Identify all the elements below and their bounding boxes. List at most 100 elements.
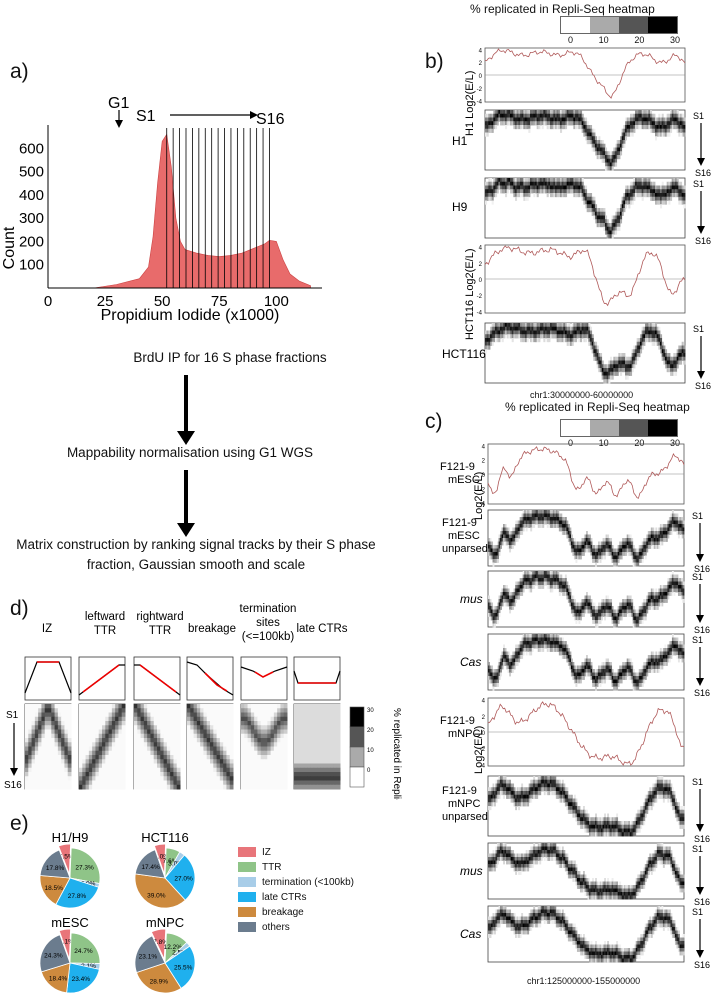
panel-e-label: e)	[10, 812, 29, 836]
track-label: F121-9	[440, 715, 475, 727]
step-2: Mappability normalisation using G1 WGS	[55, 445, 325, 460]
pie-value-label: 39.0%	[147, 893, 166, 900]
track-label: mus	[460, 864, 483, 878]
s16-label: S16	[695, 236, 711, 246]
legend-item: TTR	[238, 860, 354, 875]
legend-item: breakage	[238, 905, 354, 920]
s16-label: S16	[694, 834, 710, 844]
y-tick-label: 600	[19, 140, 44, 157]
s1-label: S1	[693, 111, 704, 121]
track-label: H1	[452, 134, 468, 148]
pie-value-label: 27.0%	[174, 876, 193, 883]
s16-label: S16	[694, 960, 710, 970]
pie-legend: IZ TTR termination (<100kb) late CTRs br…	[238, 845, 354, 935]
pie-value-label: 23.1%	[139, 954, 158, 961]
h1-log-signal	[485, 49, 685, 98]
y-tick-label: 200	[19, 233, 44, 250]
pie-value-label: 18.5%	[44, 885, 63, 892]
panel-b-heat-title: % replicated in Repli-Seq heatmap	[470, 2, 655, 16]
pie-value-label: 24.3%	[44, 953, 63, 960]
motif-heatmap	[25, 704, 72, 790]
track-label: HCT116	[442, 347, 486, 361]
y-tick-label: 400	[19, 187, 44, 204]
legend-item: late CTRs	[238, 890, 354, 905]
log-tick: 0	[479, 278, 483, 284]
scale-tick: 20	[367, 728, 374, 734]
motif-heatmap	[241, 704, 288, 790]
pie-value-label: 27.3%	[75, 864, 94, 871]
scale-tick: 30	[367, 708, 374, 714]
category-label: termination	[240, 603, 297, 615]
log-tick: 4	[479, 246, 483, 252]
s1-label: S1	[692, 844, 703, 854]
panel-e-pies: H1/H96.5%27.3%2.0%27.8%18.5%17.8%HCT1166…	[30, 818, 240, 993]
histogram-area	[94, 134, 311, 288]
s1-label: S1	[692, 572, 703, 582]
schematic-box	[294, 657, 340, 700]
schematic-box	[241, 657, 287, 700]
track-label: mESC	[448, 530, 480, 542]
pie-value-label: 18.4%	[49, 975, 68, 982]
s16-label: S16	[694, 897, 710, 907]
step-3: Matrix construction by ranking signal tr…	[10, 535, 382, 575]
log-tick: -4	[477, 100, 483, 106]
log-tick: -2	[477, 87, 483, 93]
log-tick: 4	[482, 444, 486, 450]
track-label: HCT116 Log2(E/L)	[464, 248, 476, 340]
category-label: sites	[256, 617, 280, 629]
pie-value-label: 24.7%	[74, 948, 93, 955]
s1-label: S1	[136, 108, 156, 125]
panel-b-tracks: 420-2-4H1 Log2(E/L)H1S1S16H9S1S16420-2-4…	[440, 40, 728, 410]
pie-title: HCT116	[141, 830, 188, 845]
pie-value-label: 17.8%	[46, 865, 65, 872]
motif-heatmap	[134, 704, 181, 790]
category-label: rightward	[136, 611, 183, 623]
track-label: mNPC	[448, 798, 480, 810]
pie-value-label: 28.9%	[150, 979, 169, 986]
s16-label: S16	[694, 625, 710, 635]
scale-tick: 10	[367, 748, 374, 754]
panel-c-label: c)	[425, 410, 443, 434]
track-label: F121-9	[442, 785, 477, 797]
track-label: F121-9	[440, 461, 475, 473]
mesc-log-signal	[488, 447, 684, 498]
category-label: TTR	[149, 625, 171, 637]
pie-title: mESC	[51, 915, 89, 930]
flow-arrow-1	[184, 375, 188, 433]
log-tick: 2	[482, 459, 486, 465]
hct116-log-signal	[485, 246, 685, 305]
mnpc-log-signal	[488, 702, 684, 765]
y-tick-label: 100	[19, 257, 44, 274]
legend-item: others	[238, 920, 354, 935]
s1-label: S1	[692, 777, 703, 787]
log-tick: -4	[477, 310, 483, 316]
scale-tick: 0	[367, 768, 371, 774]
category-label: (<=100kb)	[242, 631, 295, 643]
track-label: F121-9	[442, 517, 477, 529]
pie-title: mNPC	[146, 915, 184, 930]
s1-label: S1	[693, 179, 704, 189]
motif-scale-bar	[350, 707, 364, 787]
pie-title: H1/H9	[52, 830, 89, 845]
s16-label: S16	[4, 780, 22, 791]
track-label: Log2(E/L)	[473, 726, 485, 774]
motif-heatmap	[79, 704, 126, 790]
s16-label: S16	[695, 168, 711, 178]
legend-item: IZ	[238, 845, 354, 860]
panel-c-tracks: 420-2-4F121-9mESCLog2(E/L)F121-9mESCunpa…	[440, 440, 728, 970]
category-label: breakage	[188, 623, 236, 635]
panel-c-heat-title: % replicated in Repli-Seq heatmap	[505, 400, 690, 414]
track-label: mus	[460, 592, 483, 606]
panel-c-colorbar	[560, 419, 678, 437]
category-label: TTR	[94, 625, 116, 637]
y-axis-title: Count	[1, 226, 18, 269]
panel-b-coord: chr1:30000000-60000000	[530, 390, 633, 400]
panel-c-coord: chr1:125000000-155000000	[527, 976, 640, 986]
s1-label: S1	[692, 635, 703, 645]
track-label: Cas	[460, 927, 481, 941]
s1-label: S1	[693, 324, 704, 334]
g1-label: G1	[108, 95, 129, 112]
flow-arrow-2	[184, 470, 188, 525]
